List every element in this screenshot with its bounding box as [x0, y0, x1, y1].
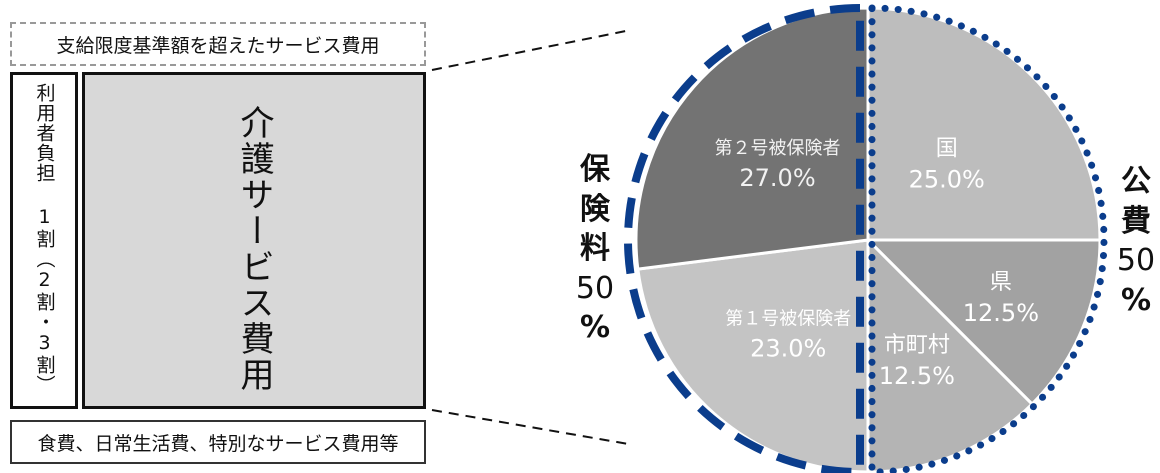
care-service-label: 介護サービス費用 [234, 105, 274, 393]
insurance-char-1: 保 [580, 152, 610, 187]
pie-slice-5 [634, 6, 870, 271]
excess-cost-box: 支給限度基準額を超えたサービス費用 [10, 22, 426, 66]
insurance-percent-sign: % [579, 310, 611, 346]
care-service-column: 介護サービス費用 [82, 72, 426, 409]
pie-slice-value-3: 12.5% [879, 362, 955, 390]
pie-slice-value-1: 25.0% [909, 165, 985, 193]
excess-cost-label: 支給限度基準額を超えたサービス費用 [56, 34, 380, 57]
public-group-outline [868, 4, 1108, 473]
insurance-char-2: 険 [580, 191, 610, 227]
public-group-label: 公 費 50 % [1112, 162, 1160, 320]
pie-slice-2 [864, 238, 1102, 407]
insurance-percent-number: 50 [575, 270, 615, 306]
user-burden-column: 利用者負担 1割（2割・3割） [10, 72, 78, 409]
connector-line-bottom [431, 409, 791, 473]
pie-slice-label-2: 県 [990, 270, 1012, 295]
insurance-group-outline [624, 3, 864, 473]
pie-slice-value-5: 27.0% [739, 164, 815, 192]
pie-slice-label-1: 国 [936, 136, 958, 161]
pie-slice-label-4: 第１号被保険者 [725, 308, 851, 329]
other-costs-box: 食費、日常生活費、特別なサービス費用等 [10, 420, 426, 464]
pie-slice-value-2: 12.5% [963, 299, 1039, 327]
public-char-2: 費 [1121, 203, 1151, 239]
public-percent-sign: % [1120, 282, 1152, 318]
pie-slice-label-5: 第２号被保険者 [715, 138, 841, 159]
insurance-char-3: 料 [580, 231, 610, 267]
user-burden-label: 利用者負担 1割（2割・3割） [33, 83, 56, 395]
public-percent-number: 50 [1116, 243, 1156, 279]
insurance-group-label: 保 険 料 50 % [560, 150, 630, 348]
pie-slice-label-3: 市町村 [884, 333, 950, 358]
public-char-1: 公 [1121, 164, 1151, 199]
other-costs-label: 食費、日常生活費、特別なサービス費用等 [37, 432, 399, 455]
pie-slice-value-4: 23.0% [750, 334, 826, 362]
